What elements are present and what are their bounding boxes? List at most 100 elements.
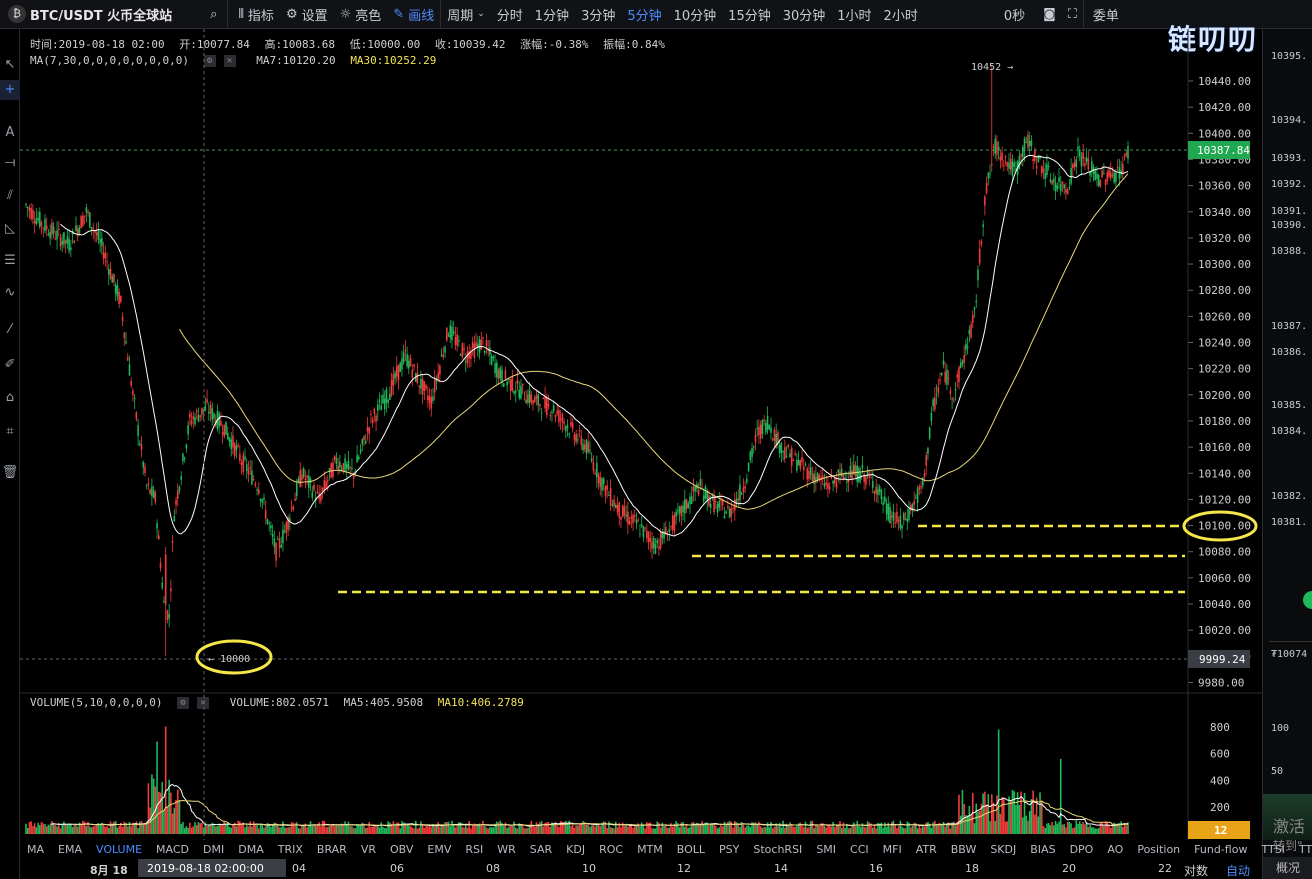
volume-bar (918, 825, 921, 834)
fibonacci-icon[interactable]: ☰ (4, 253, 16, 268)
candle-body (546, 397, 548, 416)
period-tab[interactable]: 2小时 (883, 8, 918, 24)
period-tab-active[interactable]: 5分钟 (627, 8, 662, 24)
volume-bar (532, 826, 534, 834)
candle-body (1061, 181, 1064, 185)
ruler-icon[interactable]: ⁄ (8, 322, 12, 337)
indicator-tab-vr[interactable]: VR (360, 842, 376, 856)
price-tick: 10060.00 (1198, 572, 1251, 585)
brush-icon[interactable]: ✐ (4, 357, 16, 372)
indicator-tab-atr[interactable]: ATR (915, 842, 937, 856)
search-icon[interactable]: ⌕ (210, 6, 218, 22)
indicator-tab-rsi[interactable]: RSI (465, 842, 484, 856)
indicator-tab-roc[interactable]: ROC (599, 842, 624, 856)
candlestick-chart[interactable]: 10440.0010420.0010400.0010380.0010360.00… (20, 29, 1262, 840)
pair-selector[interactable]: ₿ BTC/USDT 火币全球站 (0, 5, 178, 24)
volume-bar (226, 822, 229, 834)
lock-icon[interactable]: ⌂ (5, 390, 15, 405)
camera-icon[interactable]: ◙ (1043, 6, 1056, 22)
indicator-tab-ttmu[interactable]: TTMU (1298, 842, 1312, 856)
indicators-button[interactable]: ⫴ 指标 (232, 5, 279, 24)
triangle-icon[interactable]: ◺ (5, 221, 15, 236)
indicator-tab-kdj[interactable]: KDJ (566, 842, 586, 856)
indicator-tab-fund-flow[interactable]: Fund-flow (1194, 842, 1248, 856)
indicator-tab-emv[interactable]: EMV (427, 842, 452, 856)
fullscreen-icon[interactable]: ⛶ (1067, 6, 1077, 22)
indicator-tab-obv[interactable]: OBV (390, 842, 414, 856)
settings-button[interactable]: ⚙ 设置 (280, 5, 334, 24)
volume-bar (916, 828, 919, 834)
period-tab[interactable]: 30分钟 (782, 8, 826, 24)
candle-body (114, 284, 117, 294)
close-icon[interactable]: ✕ (197, 697, 210, 709)
candle-body (59, 236, 62, 247)
indicator-tab-ao[interactable]: AO (1107, 842, 1124, 856)
candle-body (849, 466, 852, 478)
wave-icon[interactable]: ∿ (4, 285, 16, 300)
auto-scale-toggle[interactable]: 自动 (1226, 864, 1251, 878)
period-tab[interactable]: 分时 (496, 8, 523, 24)
candle-body (796, 459, 798, 471)
indicator-tab-dpo[interactable]: DPO (1069, 842, 1094, 856)
period-tab[interactable]: 1分钟 (534, 8, 570, 24)
candle-body (447, 335, 450, 337)
indicator-tab-ma[interactable]: MA (27, 842, 45, 856)
candle-body (923, 473, 926, 477)
volume-bar (980, 803, 983, 834)
candle-body (351, 467, 353, 469)
volume-bar (80, 824, 82, 834)
draw-line-button[interactable]: ✎ 画线 (387, 5, 440, 24)
ob-price: 10381. (1271, 517, 1308, 528)
indicator-tab-brar[interactable]: BRAR (316, 842, 347, 856)
draw-label: 画线 (408, 8, 435, 24)
indicator-tab-psy[interactable]: PSY (719, 842, 740, 856)
trend-line-icon[interactable]: ⫽ (7, 188, 13, 203)
indicator-tab-wr[interactable]: WR (497, 842, 516, 856)
indicator-tab-bias[interactable]: BIAS (1030, 842, 1056, 856)
indicator-tab-mfi[interactable]: MFI (882, 842, 902, 856)
volume-bar (942, 821, 945, 834)
indicator-tab-bbw[interactable]: BBW (950, 842, 977, 856)
visibility-icon[interactable]: ⌗ (6, 424, 14, 439)
indicator-tab-mtm[interactable]: MTM (637, 842, 663, 856)
log-scale-toggle[interactable]: 对数 (1184, 864, 1209, 878)
candle-body (454, 337, 457, 345)
gear-icon[interactable]: ⚙ (177, 697, 190, 709)
period-tab[interactable]: 1小时 (837, 8, 872, 24)
candle-body (440, 354, 443, 357)
indicator-tab-smi[interactable]: SMI (816, 842, 837, 856)
volume-bar (435, 825, 438, 834)
gear-icon[interactable]: ⚙ (203, 55, 216, 67)
indicator-tab-stochrsi[interactable]: StochRSI (753, 842, 803, 856)
text-icon[interactable]: A (5, 125, 15, 140)
close-icon[interactable]: ✕ (223, 55, 236, 67)
indicator-tab-dma[interactable]: DMA (238, 842, 264, 856)
period-tab[interactable]: 10分钟 (673, 8, 717, 24)
indicator-tab-dmi[interactable]: DMI (203, 842, 225, 856)
horizontal-line-icon[interactable]: ⟞ (4, 155, 16, 170)
volume-bar (1089, 825, 1091, 834)
period-tab[interactable]: 15分钟 (728, 8, 771, 24)
indicator-tab-cci[interactable]: CCI (850, 842, 869, 856)
candle-body (220, 421, 222, 426)
volume-bar (759, 826, 762, 834)
indicator-tab-position[interactable]: Position (1137, 842, 1181, 856)
candle-body (1051, 180, 1053, 185)
period-dropdown[interactable]: 周期 ⌄ (441, 5, 491, 24)
indicator-tab-skdj[interactable]: SKDJ (990, 842, 1017, 856)
indicator-tab-boll[interactable]: BOLL (676, 842, 706, 856)
indicator-tab-ttsi[interactable]: TTSI (1261, 842, 1285, 856)
overview-tab[interactable]: 概况 (1263, 857, 1312, 879)
indicator-tab-trix[interactable]: TRIX (277, 842, 303, 856)
crosshair-icon[interactable]: + (0, 80, 20, 100)
arrow-cursor-icon[interactable]: ↖ (4, 57, 16, 72)
indicator-tab-sar[interactable]: SAR (529, 842, 553, 856)
period-tab[interactable]: 3分钟 (581, 8, 616, 24)
indicator-tab-macd[interactable]: MACD (156, 842, 190, 856)
trash-icon[interactable]: 🗑 (1, 465, 19, 480)
candle-body (149, 489, 151, 494)
indicator-tab-ema[interactable]: EMA (58, 842, 82, 856)
candle-body (1127, 146, 1129, 159)
theme-button[interactable]: ☼ 亮色 (334, 5, 388, 24)
indicator-tab-volume[interactable]: VOLUME (95, 842, 143, 856)
